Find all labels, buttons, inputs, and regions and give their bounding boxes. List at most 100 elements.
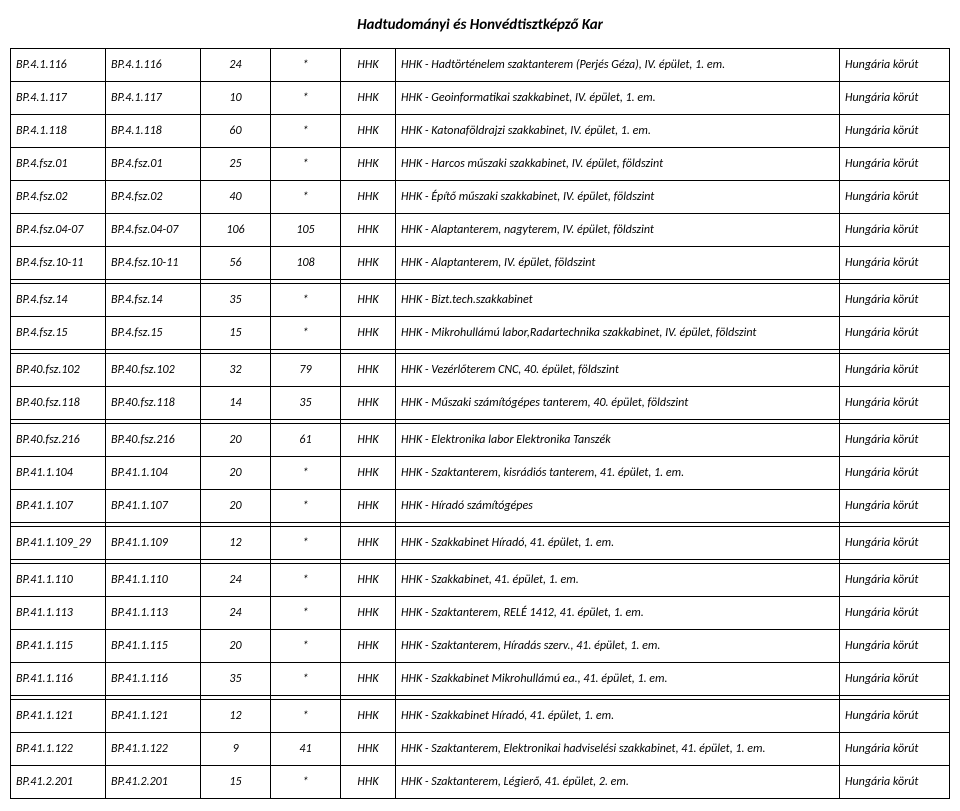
- table-cell: BP.4.1.117: [106, 82, 201, 115]
- table-cell: BP.41.1.113: [11, 597, 106, 630]
- table-cell: BP.41.1.109_29: [11, 527, 106, 560]
- table-cell: HHK - Vezérlőterem CNC, 40. épület, föld…: [396, 354, 840, 387]
- table-cell: Hungária körút: [840, 457, 950, 490]
- table-cell: HHK: [341, 564, 396, 597]
- table-cell: 10: [201, 82, 271, 115]
- table-row: BP.41.2.201BP.41.2.20115*HHKHHK - Szakta…: [11, 766, 950, 799]
- table-cell: BP.4.fsz.04-07: [11, 214, 106, 247]
- table-cell: *: [271, 115, 341, 148]
- table-cell: *: [271, 284, 341, 317]
- table-cell: 79: [271, 354, 341, 387]
- table-cell: BP.41.1.116: [106, 663, 201, 696]
- table-cell: 56: [201, 247, 271, 280]
- table-cell: HHK - Alaptanterem, nagyterem, IV. épüle…: [396, 214, 840, 247]
- table-cell: 24: [201, 49, 271, 82]
- table-cell: 108: [271, 247, 341, 280]
- table-cell: HHK - Híradó számítógépes: [396, 490, 840, 523]
- table-cell: HHK - Geoinformatikai szakkabinet, IV. é…: [396, 82, 840, 115]
- table-cell: BP.4.fsz.01: [106, 148, 201, 181]
- table-row: BP.40.fsz.118BP.40.fsz.1181435HHKHHK - M…: [11, 387, 950, 420]
- table-cell: *: [271, 49, 341, 82]
- table-cell: BP.41.1.115: [11, 630, 106, 663]
- table-row: BP.4.1.116BP.4.1.11624*HHKHHK - Hadtörté…: [11, 49, 950, 82]
- table-cell: HHK - Harcos műszaki szakkabinet, IV. ép…: [396, 148, 840, 181]
- table-cell: BP.41.1.110: [106, 564, 201, 597]
- table-cell: BP.4.fsz.01: [11, 148, 106, 181]
- table-cell: 12: [201, 700, 271, 733]
- table-cell: HHK: [341, 490, 396, 523]
- page-title: Hadtudományi és Honvédtisztképző Kar: [10, 16, 950, 34]
- table-cell: HHK - Szaktanterem, RELÉ 1412, 41. épüle…: [396, 597, 840, 630]
- table-cell: BP.41.1.109: [106, 527, 201, 560]
- table-cell: HHK - Szakkabinet Híradó, 41. épület, 1.…: [396, 527, 840, 560]
- table-cell: HHK: [341, 49, 396, 82]
- table-cell: Hungária körút: [840, 424, 950, 457]
- table-cell: 35: [201, 663, 271, 696]
- table-cell: HHK - Műszaki számítógépes tanterem, 40.…: [396, 387, 840, 420]
- table-cell: 20: [201, 630, 271, 663]
- table-cell: HHK - Hadtörténelem szaktanterem (Perjés…: [396, 49, 840, 82]
- table-cell: HHK: [341, 247, 396, 280]
- table-cell: BP.41.1.116: [11, 663, 106, 696]
- table-cell: BP.41.1.107: [11, 490, 106, 523]
- table-cell: Hungária körút: [840, 214, 950, 247]
- table-row: BP.4.fsz.04-07BP.4.fsz.04-07106105HHKHHK…: [11, 214, 950, 247]
- table-row: BP.41.1.115BP.41.1.11520*HHKHHK - Szakta…: [11, 630, 950, 663]
- table-cell: 15: [201, 766, 271, 799]
- table-cell: HHK: [341, 424, 396, 457]
- table-cell: BP.4.fsz.15: [11, 317, 106, 350]
- table-cell: 20: [201, 457, 271, 490]
- table-cell: 24: [201, 564, 271, 597]
- table-cell: Hungária körút: [840, 564, 950, 597]
- table-cell: HHK: [341, 700, 396, 733]
- table-cell: HHK - Szaktanterem, kisrádiós tanterem, …: [396, 457, 840, 490]
- table-row: BP.4.fsz.01BP.4.fsz.0125*HHKHHK - Harcos…: [11, 148, 950, 181]
- table-cell: BP.41.1.121: [106, 700, 201, 733]
- table-row: BP.4.fsz.02BP.4.fsz.0240*HHKHHK - Építő …: [11, 181, 950, 214]
- table-cell: HHK - Bizt.tech.szakkabinet: [396, 284, 840, 317]
- table-cell: BP.41.1.104: [106, 457, 201, 490]
- table-cell: HHK - Szakkabinet, 41. épület, 1. em.: [396, 564, 840, 597]
- table-cell: *: [271, 597, 341, 630]
- table-cell: HHK: [341, 82, 396, 115]
- table-cell: BP.41.1.113: [106, 597, 201, 630]
- table-row: BP.41.1.104BP.41.1.10420*HHKHHK - Szakta…: [11, 457, 950, 490]
- table-cell: *: [271, 564, 341, 597]
- table-cell: Hungária körút: [840, 49, 950, 82]
- table-cell: BP.4.1.118: [11, 115, 106, 148]
- table-cell: 25: [201, 148, 271, 181]
- table-cell: HHK - Szaktanterem, Elektronikai hadvise…: [396, 733, 840, 766]
- table-cell: BP.4.fsz.15: [106, 317, 201, 350]
- table-cell: *: [271, 181, 341, 214]
- table-row: BP.40.fsz.216BP.40.fsz.2162061HHKHHK - E…: [11, 424, 950, 457]
- table-cell: 14: [201, 387, 271, 420]
- table-cell: HHK: [341, 663, 396, 696]
- table-cell: *: [271, 766, 341, 799]
- table-cell: BP.4.fsz.10-11: [11, 247, 106, 280]
- table-cell: HHK - Szakkabinet Híradó, 41. épület, 1.…: [396, 700, 840, 733]
- table-cell: 20: [201, 490, 271, 523]
- table-row: BP.4.fsz.14BP.4.fsz.1435*HHKHHK - Bizt.t…: [11, 284, 950, 317]
- table-row: BP.40.fsz.102BP.40.fsz.1023279HHKHHK - V…: [11, 354, 950, 387]
- table-row: BP.41.1.116BP.41.1.11635*HHKHHK - Szakka…: [11, 663, 950, 696]
- table-cell: *: [271, 527, 341, 560]
- table-cell: HHK: [341, 766, 396, 799]
- table-cell: BP.4.1.116: [106, 49, 201, 82]
- table-cell: BP.41.1.107: [106, 490, 201, 523]
- table-cell: HHK: [341, 457, 396, 490]
- table-cell: BP.4.fsz.02: [11, 181, 106, 214]
- table-cell: BP.4.1.116: [11, 49, 106, 82]
- table-cell: *: [271, 82, 341, 115]
- table-cell: 9: [201, 733, 271, 766]
- table-cell: Hungária körút: [840, 663, 950, 696]
- table-cell: 60: [201, 115, 271, 148]
- table-cell: *: [271, 457, 341, 490]
- table-cell: 15: [201, 317, 271, 350]
- table-cell: HHK - Szakkabinet Mikrohullámú ea., 41. …: [396, 663, 840, 696]
- table-cell: Hungária körút: [840, 597, 950, 630]
- table-cell: HHK: [341, 527, 396, 560]
- table-cell: HHK: [341, 597, 396, 630]
- table-cell: Hungária körút: [840, 387, 950, 420]
- table-cell: BP.4.1.117: [11, 82, 106, 115]
- table-cell: HHK: [341, 387, 396, 420]
